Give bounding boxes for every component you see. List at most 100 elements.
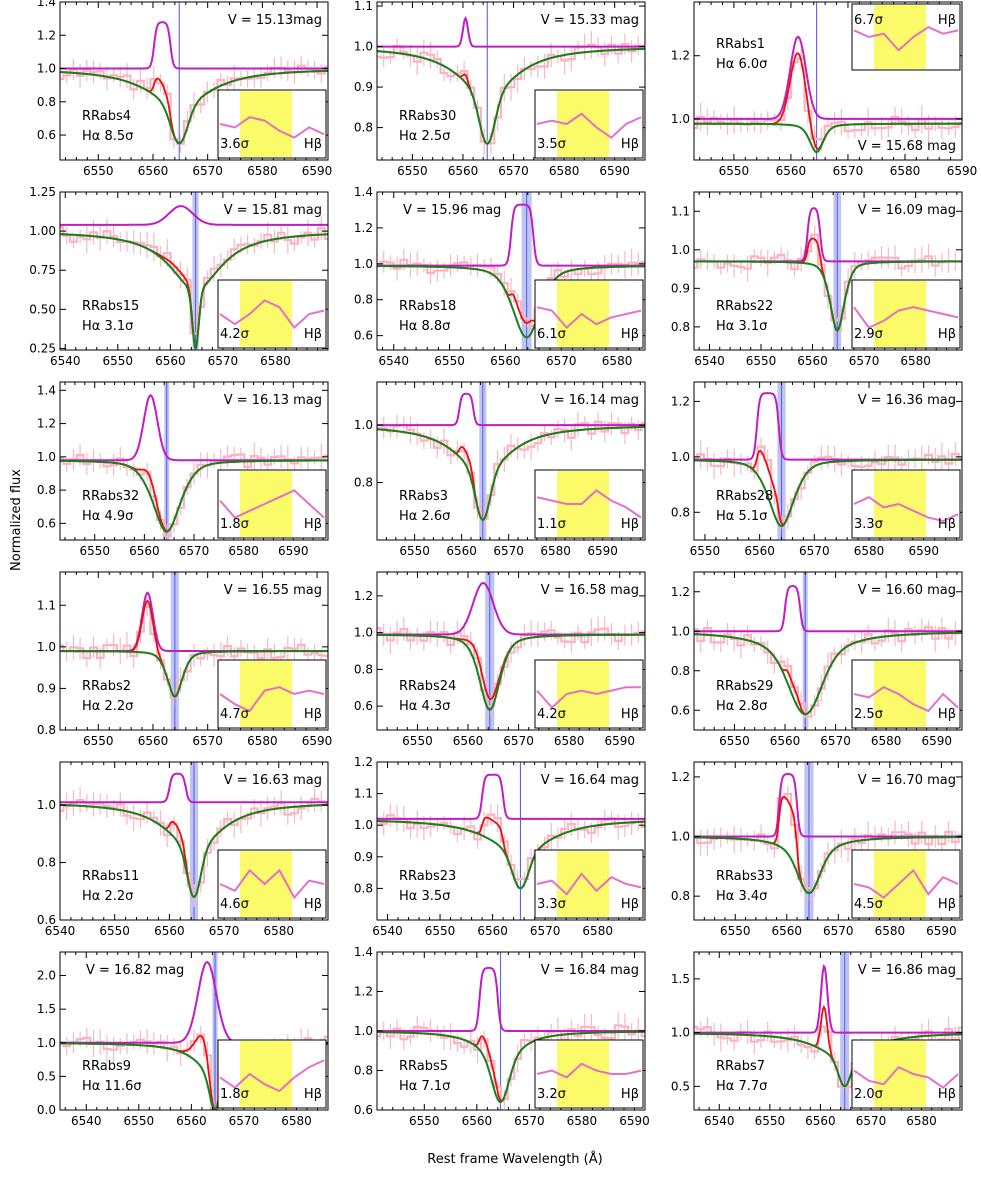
panel-RRabs1: 6550 6560 6570 6580 6590 1.0 1.2 V = 15.68 mag R…: [671, 1, 978, 178]
hbeta-inset: 3.3σ Hβ: [534, 849, 644, 919]
plot-area: [377, 952, 645, 1110]
y-tick-label: 0.8: [671, 664, 690, 678]
star-name: RRabs29: [716, 679, 773, 694]
y-tick-label: 1.0: [37, 798, 56, 812]
axes-frame: [693, 951, 963, 1111]
x-tick-label: 6560: [138, 164, 169, 178]
x-tick-label: 6590: [619, 1114, 650, 1128]
x-tick-label: 6580: [228, 544, 259, 558]
y-tick-label: 1.4: [354, 185, 373, 199]
emission-model: [377, 16, 645, 48]
emission-model: [60, 772, 328, 804]
y-tick-label: 0.8: [37, 856, 56, 870]
panel-RRabs5: 6550 6560 6570 6580 6590 0.6 0.8 1.0 1.2 1.4 V = 1…: [354, 945, 650, 1128]
halpha-significance: Hα 11.6σ: [82, 1079, 142, 1094]
inset-profile: [219, 1059, 325, 1093]
panel-RRabs9: 6540 6550 6560 6570 6580 0.0 0.5 1.0 1.5 2.0 V = 1…: [37, 951, 329, 1128]
y-tick-label: 1.0: [354, 818, 373, 832]
absorption-model: [694, 836, 962, 895]
y-tick-label: 0.8: [354, 121, 373, 135]
y-tick-label: 0.9: [354, 850, 373, 864]
x-tick-label: 6580: [875, 924, 906, 938]
x-tick-label: 6590: [302, 164, 333, 178]
x-tick-label: 6560: [129, 544, 160, 558]
star-name: RRabs23: [399, 869, 456, 884]
emission-model: [60, 21, 328, 70]
hbeta-inset: 1.1σ Hβ: [534, 469, 644, 539]
y-tick-label: 1.0: [37, 62, 56, 76]
x-tick-label: 6550: [397, 164, 428, 178]
x-tick-label: 6580: [264, 924, 295, 938]
y-tick-label: 2.0: [37, 969, 56, 983]
inset-profile: [536, 686, 641, 710]
y-tick-label: 1.0: [671, 830, 690, 844]
x-tick-label: 6570: [192, 164, 223, 178]
y-axis-label: Normalized flux: [9, 469, 24, 571]
x-tick-label: 6580: [890, 164, 921, 178]
halpha-significance: Hα 8.8σ: [399, 319, 450, 334]
panel-RRabs28: 6550 6560 6570 6580 6590 0.8 1.0 1.2 V = 16.36 m…: [671, 381, 963, 558]
star-name: RRabs3: [399, 489, 448, 504]
x-tick-label: 6570: [820, 734, 851, 748]
y-tick-label: 0.9: [354, 80, 373, 94]
x-tick-label: 6580: [871, 734, 902, 748]
x-tick-label: 6550: [755, 1114, 786, 1128]
x-tick-label: 6580: [247, 164, 278, 178]
absorption-model: [60, 69, 328, 145]
emission-model: [377, 392, 645, 427]
y-tick-label: 1.1: [671, 204, 690, 218]
plot-area: [377, 572, 645, 730]
inset-profile: [536, 1062, 642, 1079]
y-tick-label: 1.4: [37, 0, 56, 9]
hbeta-inset: 4.2σ Hβ: [217, 279, 327, 349]
panel-RRabs29: 6550 6560 6570 6580 6590 0.6 0.8 1.0 1.2 V = 16.6…: [671, 571, 963, 748]
inset-profile: [219, 489, 325, 519]
hbeta-significance: 2.9σ: [854, 327, 883, 342]
absorption-model: [694, 260, 962, 333]
hbeta-label: Hβ: [938, 13, 956, 28]
x-axis-label: Rest frame Wavelength (Å): [427, 1152, 603, 1167]
hbeta-inset: 4.5σ Hβ: [851, 849, 961, 919]
x-tick-label: 6540: [704, 1114, 735, 1128]
y-tick-label: 1.0: [354, 418, 373, 432]
panel-RRabs18: 6540 6550 6560 6570 6580 0.6 0.8 1.0 1.2 1.4 V = 1…: [354, 185, 646, 368]
y-tick-label: 1.0: [354, 40, 373, 54]
x-tick-label: 6540: [50, 354, 81, 368]
star-name: RRabs4: [82, 109, 131, 124]
x-tick-label: 6590: [587, 544, 618, 558]
x-tick-label: 6590: [926, 924, 957, 938]
x-tick-label: 6550: [434, 354, 465, 368]
plot-area: [694, 952, 962, 1110]
x-tick-label: 6540: [378, 354, 409, 368]
hbeta-inset: 3.6σ Hβ: [217, 89, 327, 159]
y-tick-label: 1.2: [671, 49, 690, 63]
x-tick-label: 6550: [720, 924, 751, 938]
panel-RRabs22: 6540 6550 6560 6570 6580 0.8 0.9 1.0 1.1 V = 16.0…: [671, 191, 963, 368]
y-tick-label: 0.6: [671, 703, 690, 717]
y-axis-label-container: Normalized flux: [6, 450, 26, 590]
inset-profile: [219, 299, 325, 330]
y-tick-label: 0.8: [671, 889, 690, 903]
y-tick-label: 0.5: [671, 1079, 690, 1093]
observed-spectrum: [377, 627, 645, 708]
plot-area: [377, 2, 645, 160]
y-tick-label: 0.9: [37, 681, 56, 695]
absorption-model: [60, 459, 328, 533]
y-tick-label: 1.2: [354, 985, 373, 999]
y-tick-label: 1.0: [354, 257, 373, 271]
hbeta-label: Hβ: [304, 517, 322, 532]
y-tick-label: 0.8: [354, 476, 373, 490]
star-name: RRabs15: [82, 299, 139, 314]
x-tick-label: 6580: [900, 354, 931, 368]
x-tick-label: 6550: [425, 924, 456, 938]
hbeta-label: Hβ: [304, 137, 322, 152]
plot-area: [377, 192, 645, 350]
absorption-model: [377, 426, 645, 521]
x-tick-label: 6590: [947, 164, 978, 178]
x-tick-label: 6540: [71, 1114, 102, 1128]
axes-frame: [59, 1, 329, 161]
hbeta-significance: 2.0σ: [854, 1087, 883, 1102]
x-tick-label: 6560: [155, 354, 186, 368]
x-tick-label: 6560: [776, 164, 807, 178]
axes-frame: [693, 571, 963, 731]
